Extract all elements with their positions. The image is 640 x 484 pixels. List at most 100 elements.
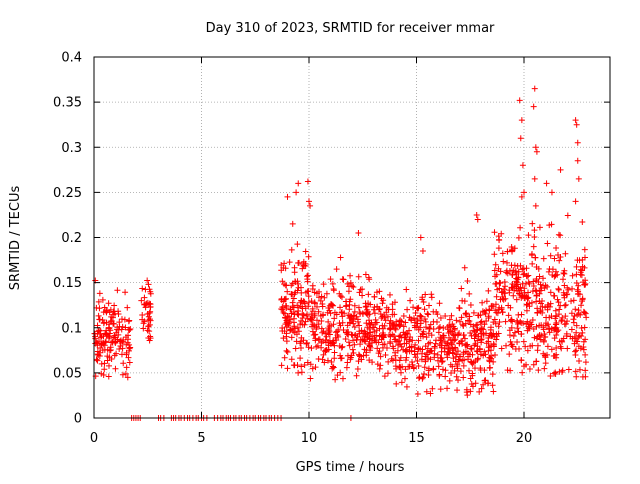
data-point: [315, 294, 322, 301]
data-point: [425, 372, 432, 379]
data-point: [552, 272, 559, 279]
data-point: [295, 328, 302, 335]
data-point: [126, 317, 133, 324]
data-point: [558, 318, 565, 325]
data-point: [340, 326, 347, 333]
data-point: [302, 305, 309, 312]
data-point: [123, 351, 130, 358]
data-point: [306, 198, 312, 205]
data-point: [331, 315, 338, 322]
data-point: [519, 266, 526, 273]
data-point: [436, 300, 443, 307]
data-point: [318, 318, 325, 325]
data-point: [478, 336, 485, 343]
data-point: [476, 388, 483, 395]
data-point: [402, 357, 409, 364]
data-point: [295, 284, 302, 291]
data-point: [443, 351, 450, 358]
data-point: [572, 306, 579, 313]
data-point: [455, 377, 462, 384]
data-point: [523, 307, 530, 314]
data-point: [514, 338, 521, 345]
data-point: [573, 347, 580, 354]
data-point: [581, 246, 588, 253]
data-point: [140, 325, 147, 332]
data-point: [139, 285, 146, 292]
data-point: [423, 388, 430, 395]
data-point: [377, 353, 384, 360]
data-point: [515, 268, 522, 275]
data-point: [536, 224, 543, 231]
data-point: [485, 287, 492, 294]
data-point: [415, 375, 422, 382]
data-point: [290, 295, 297, 302]
data-point: [315, 321, 322, 328]
data-point: [305, 299, 312, 306]
data-point: [522, 280, 529, 287]
data-point: [437, 324, 444, 331]
data-point: [294, 287, 301, 294]
data-point: [114, 287, 121, 294]
data-point: [146, 328, 153, 335]
data-point: [366, 347, 373, 354]
chart-title: Day 310 of 2023, SRMTID for receiver mma…: [206, 21, 495, 36]
data-point: [529, 251, 536, 258]
data-point: [442, 367, 449, 374]
data-point: [365, 300, 372, 307]
data-point: [404, 306, 411, 313]
data-point: [553, 331, 560, 338]
data-point: [430, 326, 437, 333]
data-point: [427, 390, 434, 397]
data-point: [406, 363, 413, 370]
data-point: [289, 220, 296, 227]
data-point: [337, 352, 344, 359]
data-point: [381, 373, 388, 380]
y-tick-label: 0.25: [53, 186, 82, 201]
data-point: [424, 345, 431, 352]
data-point: [346, 320, 353, 327]
data-point: [362, 271, 369, 278]
data-point: [466, 367, 472, 374]
data-point: [573, 329, 580, 336]
data-point: [344, 352, 351, 359]
data-point: [540, 324, 547, 331]
data-point: [553, 319, 560, 326]
data-point: [523, 361, 530, 368]
data-point: [460, 362, 467, 369]
data-point: [302, 248, 309, 255]
data-point: [496, 318, 503, 325]
data-point: [397, 354, 404, 361]
data-point: [569, 285, 576, 292]
data-point: [499, 295, 506, 302]
data-point: [493, 271, 500, 278]
data-point: [349, 337, 356, 344]
data-point: [358, 356, 365, 363]
data-point: [351, 341, 358, 348]
data-point: [421, 306, 428, 313]
data-point: [480, 381, 487, 388]
data-point: [398, 343, 405, 350]
data-point: [311, 300, 318, 307]
data-point: [415, 363, 422, 370]
data-point: [483, 318, 490, 325]
data-point: [579, 295, 586, 302]
data-point: [323, 333, 330, 340]
data-point: [506, 351, 513, 358]
data-point: [533, 292, 540, 299]
data-point: [337, 369, 344, 376]
data-point: [313, 290, 320, 297]
data-point: [305, 293, 312, 300]
data-point: [580, 346, 587, 353]
data-point: [294, 302, 301, 309]
axis-ticks: 0 0.05 0.1 0.15 0.2 0.25 0.3 0.35 0.4 0 5 10 15 20: [53, 51, 610, 446]
data-point: [516, 345, 523, 352]
data-point: [401, 334, 408, 341]
data-point: [326, 323, 333, 330]
data-point: [438, 339, 445, 346]
data-point: [471, 335, 478, 342]
data-point: [322, 330, 329, 337]
data-point: [100, 340, 107, 347]
data-point: [469, 370, 476, 377]
data-point: [472, 380, 479, 387]
data-point: [288, 246, 295, 253]
